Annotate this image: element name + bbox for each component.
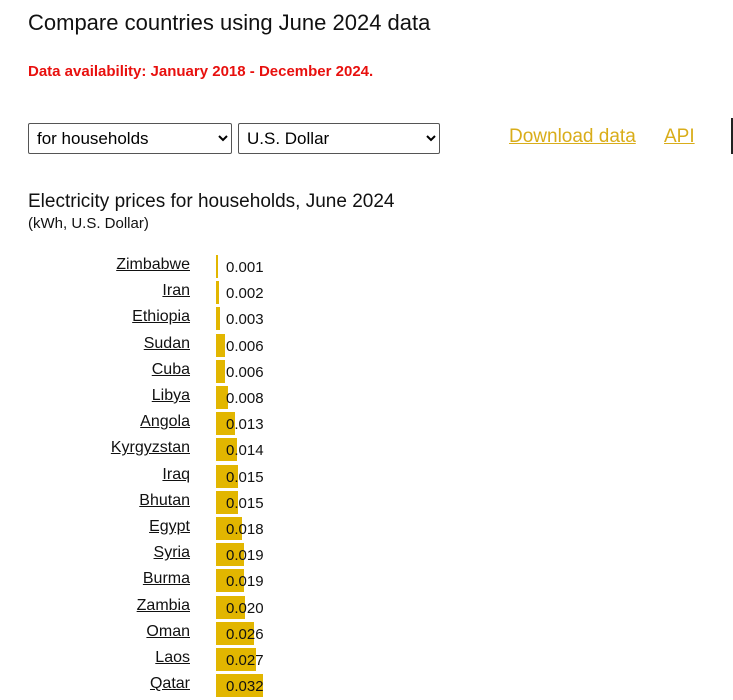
consumer-select[interactable]: for households: [28, 123, 232, 154]
value-label: 0.001: [226, 259, 264, 276]
divider: [731, 118, 733, 154]
value-label: 0.008: [226, 390, 264, 407]
value-label: 0.019: [226, 547, 264, 565]
country-link[interactable]: Zambia: [136, 596, 190, 614]
bar: [216, 359, 225, 383]
bar: [216, 412, 236, 436]
value-label: 0.015: [226, 494, 264, 512]
country-link[interactable]: Kyrgyzstan: [110, 439, 190, 457]
download-link[interactable]: Download data: [509, 126, 636, 147]
bar: [216, 464, 239, 488]
bar: [216, 648, 256, 671]
value-label: 0.026: [226, 625, 264, 643]
value-label: 0.003: [226, 311, 264, 329]
bar: [216, 386, 228, 409]
availability: Data availability: January 2018 - Decemb…: [28, 63, 374, 80]
value-label: 0.002: [226, 285, 264, 303]
country-link[interactable]: Ethiopia: [132, 308, 190, 326]
chart-title: Electricity prices for households, June …: [28, 191, 395, 212]
country-link[interactable]: Oman: [146, 622, 190, 640]
country-link[interactable]: Iran: [162, 282, 190, 300]
country-link[interactable]: Iraq: [162, 465, 190, 483]
country-link[interactable]: Libya: [151, 387, 190, 404]
value-label: 0.013: [226, 416, 264, 434]
bar: [216, 281, 219, 305]
bar: [216, 595, 246, 619]
bar: [216, 438, 237, 462]
value-label: 0.014: [226, 442, 264, 460]
country-link[interactable]: Bhutan: [139, 491, 190, 509]
country-link[interactable]: Egypt: [149, 518, 190, 535]
value-label: 0.006: [226, 363, 264, 381]
country-link[interactable]: Qatar: [149, 675, 190, 693]
bar: [216, 569, 244, 593]
country-link[interactable]: Syria: [153, 544, 190, 562]
country-link[interactable]: Zimbabwe: [116, 256, 190, 273]
bar: [216, 255, 218, 278]
value-label: 0.018: [226, 521, 264, 538]
value-label: 0.027: [226, 652, 264, 669]
value-label: 0.015: [226, 468, 264, 486]
bar: [216, 621, 255, 645]
bar: [216, 307, 221, 331]
bar: [216, 333, 225, 357]
country-link[interactable]: Burma: [142, 570, 190, 588]
bar: [216, 543, 244, 567]
value-label: 0.020: [226, 599, 264, 617]
currency-select[interactable]: U.S. Dollar: [238, 123, 440, 154]
country-link[interactable]: Sudan: [143, 334, 190, 352]
chart-subtitle: (kWh, U.S. Dollar): [28, 215, 149, 232]
bar: [216, 517, 243, 540]
bar: [216, 674, 263, 698]
api-link[interactable]: API: [664, 126, 695, 147]
page-title: Compare countries using June 2024 data: [28, 10, 431, 35]
bar: [216, 490, 239, 514]
value-label: 0.019: [226, 573, 264, 591]
value-label: 0.006: [226, 337, 264, 355]
country-link[interactable]: Angola: [140, 413, 190, 431]
country-link[interactable]: Laos: [155, 649, 190, 666]
value-label: 0.032: [226, 678, 264, 696]
country-link[interactable]: Cuba: [151, 360, 190, 378]
